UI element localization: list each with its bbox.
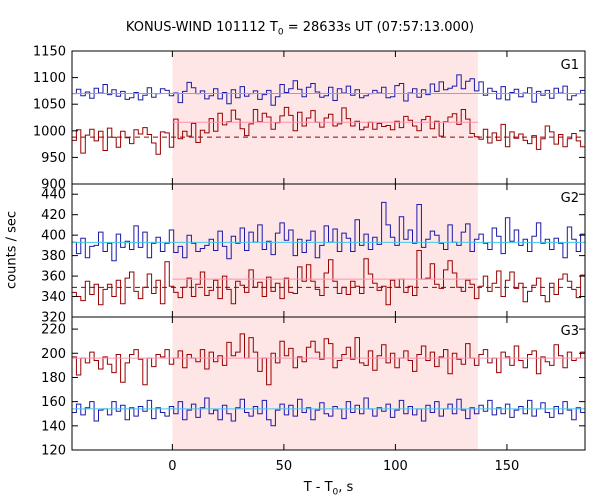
chart-title: KONUS-WIND 101112 T0 = 28633s UT (07:57:… [125, 20, 475, 38]
x-tick-label: 0 [168, 459, 176, 474]
y-tick-label: 420 [41, 208, 66, 223]
y-tick-label: 120 [41, 444, 66, 459]
y-tick-label: 140 [41, 419, 66, 434]
panel-frame-g3 [71, 316, 586, 451]
panel-g3: 120 140 160 180 200 220 G3 [41, 316, 586, 459]
x-tick-label: 50 [276, 459, 293, 474]
x-axis-label: T - T0, s [303, 480, 354, 498]
y-tick-label: 1150 [33, 45, 66, 60]
y-tick-label: 950 [41, 151, 66, 166]
series-blue-g2 [72, 201, 585, 262]
panel-g2: 320 340 360 380 400 420 440 G2 [41, 183, 586, 326]
x-tick-label: 150 [495, 459, 520, 474]
y-tick-label: 440 [41, 188, 66, 203]
y-tick-label: 340 [41, 290, 66, 305]
y-tick-label: 380 [41, 249, 66, 264]
panel-label-g3: G3 [561, 324, 579, 339]
y-tick-label: 200 [41, 347, 66, 362]
y-tick-label: 360 [41, 270, 66, 285]
y-tick-label: 180 [41, 371, 66, 386]
panel-label-g2: G2 [561, 191, 579, 206]
y-tick-label: 1050 [33, 98, 66, 113]
panel-g1: 900 950 1000 1050 1100 1150 G1 [33, 45, 586, 193]
panel-label-g1: G1 [561, 58, 579, 73]
x-tick-label: 100 [383, 459, 408, 474]
series-blue-g3 [72, 397, 585, 427]
y-tick-label: 320 [41, 311, 66, 326]
y-tick-label: 220 [41, 323, 66, 338]
series-red-g2 [72, 250, 585, 306]
y-tick-label: 1100 [33, 71, 66, 86]
y-tick-label: 400 [41, 229, 66, 244]
series-red-g3 [72, 333, 585, 386]
series-red-g1 [72, 106, 585, 155]
y-tick-label: 900 [41, 178, 66, 193]
y-tick-label: 1000 [33, 124, 66, 139]
y-tick-label: 160 [41, 395, 66, 410]
